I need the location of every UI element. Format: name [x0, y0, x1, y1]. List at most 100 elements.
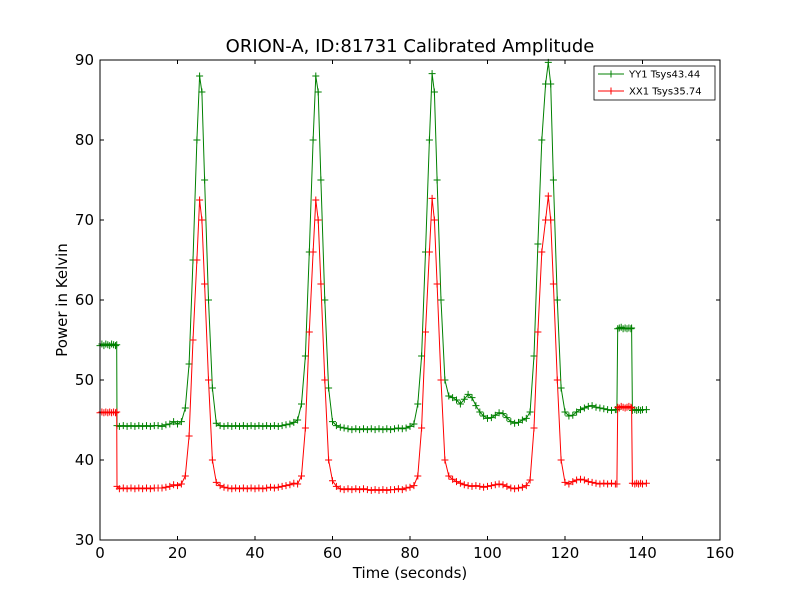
- data-point-xx1: [547, 216, 555, 224]
- data-point-yy1: [146, 422, 154, 430]
- data-point-xx1: [356, 486, 364, 494]
- data-point-yy1: [522, 414, 530, 422]
- data-point-xx1: [360, 485, 367, 493]
- data-point-xx1: [181, 472, 189, 480]
- data-point-yy1: [534, 240, 542, 248]
- data-point-yy1: [588, 402, 596, 410]
- data-point-xx1: [278, 482, 286, 490]
- data-point-xx1: [445, 472, 453, 480]
- data-point-xx1: [472, 482, 480, 490]
- data-point-xx1: [131, 485, 139, 493]
- data-point-yy1: [592, 403, 600, 411]
- data-point-xx1: [522, 482, 530, 490]
- data-point-yy1: [329, 418, 336, 426]
- data-point-yy1: [425, 136, 433, 144]
- data-point-xx1: [274, 483, 282, 491]
- chart-title: ORION-A, ID:81731 Calibrated Amplitude: [226, 36, 595, 57]
- data-point-yy1: [196, 72, 204, 80]
- data-point-yy1: [177, 418, 185, 426]
- data-point-xx1: [329, 477, 336, 485]
- data-point-yy1: [608, 406, 615, 414]
- data-point-yy1: [375, 425, 383, 433]
- legend-marker-xx1: [607, 87, 615, 95]
- data-point-xx1: [123, 485, 131, 493]
- data-point-xx1: [518, 483, 526, 491]
- data-point-xx1: [314, 216, 322, 224]
- data-point-yy1: [298, 400, 305, 408]
- data-point-yy1: [309, 136, 317, 144]
- data-point-xx1: [236, 485, 243, 493]
- data-point-yy1: [453, 396, 460, 404]
- data-point-xx1: [430, 216, 438, 224]
- data-point-xx1: [174, 482, 181, 490]
- data-point-yy1: [208, 384, 216, 392]
- data-point-xx1: [507, 484, 515, 492]
- x-tick-label: 160: [706, 544, 735, 562]
- data-point-xx1: [294, 480, 302, 488]
- data-point-yy1: [553, 296, 561, 304]
- data-point-xx1: [530, 424, 538, 432]
- data-point-yy1: [251, 422, 259, 430]
- data-point-yy1: [325, 384, 333, 392]
- data-point-yy1: [596, 404, 604, 412]
- data-point-yy1: [476, 408, 484, 416]
- y-tick-label: 80: [75, 131, 94, 149]
- data-point-xx1: [425, 248, 433, 256]
- data-point-yy1: [294, 416, 302, 424]
- data-point-xx1: [375, 486, 383, 494]
- data-point-yy1: [565, 412, 573, 420]
- data-point-yy1: [600, 405, 608, 413]
- data-point-yy1: [530, 352, 538, 360]
- data-point-yy1: [232, 422, 240, 430]
- data-point-xx1: [201, 280, 209, 288]
- data-point-xx1: [526, 476, 534, 484]
- data-point-yy1: [414, 400, 422, 408]
- data-point-xx1: [422, 328, 429, 336]
- data-point-xx1: [487, 482, 495, 490]
- data-point-yy1: [360, 425, 367, 433]
- data-point-xx1: [255, 484, 263, 492]
- ticks-layer: 0 20 40 60 80 100 120 140 160 30 40 50 60 70 80 90: [75, 51, 734, 562]
- data-point-xx1: [198, 216, 206, 224]
- y-tick-label: 60: [75, 291, 94, 309]
- data-point-yy1: [228, 422, 236, 430]
- data-point-xx1: [604, 480, 612, 488]
- data-point-yy1: [538, 136, 546, 144]
- data-point-yy1: [123, 422, 131, 430]
- y-tick-label: 90: [75, 51, 94, 69]
- data-point-yy1: [628, 324, 636, 332]
- data-point-xx1: [247, 484, 255, 492]
- data-point-yy1: [181, 404, 189, 412]
- data-point-xx1: [484, 482, 491, 490]
- data-point-yy1: [561, 408, 569, 416]
- data-point-xx1: [456, 479, 464, 487]
- x-tick-label: 80: [400, 544, 419, 562]
- data-point-xx1: [312, 196, 320, 204]
- legend-label-yy1: YY1 Tsys43.44: [628, 70, 700, 81]
- data-point-yy1: [569, 411, 577, 419]
- data-point-yy1: [547, 80, 555, 88]
- data-point-yy1: [495, 409, 503, 417]
- data-point-xx1: [193, 256, 201, 264]
- data-point-yy1: [402, 424, 410, 432]
- data-point-yy1: [139, 422, 147, 430]
- data-point-yy1: [113, 341, 121, 349]
- data-point-yy1: [185, 360, 193, 368]
- data-point-yy1: [162, 421, 170, 429]
- data-point-xx1: [592, 479, 600, 487]
- data-point-yy1: [243, 422, 251, 430]
- data-point-yy1: [267, 422, 274, 430]
- data-point-xx1: [565, 480, 573, 488]
- plot-area: 0 20 40 60 80 100 120 140 160 30 40 50 60 70 80 90: [75, 51, 734, 562]
- data-point-xx1: [628, 404, 636, 412]
- data-point-yy1: [290, 418, 298, 426]
- data-point-xx1: [352, 485, 360, 493]
- y-axis-title: Power in Kelvin: [53, 243, 71, 357]
- data-point-yy1: [526, 408, 534, 416]
- x-tick-label: 140: [628, 544, 657, 562]
- data-point-xx1: [437, 376, 445, 384]
- data-point-xx1: [476, 482, 484, 490]
- data-point-xx1: [267, 483, 274, 491]
- data-point-yy1: [468, 394, 476, 402]
- x-tick-label: 60: [323, 544, 342, 562]
